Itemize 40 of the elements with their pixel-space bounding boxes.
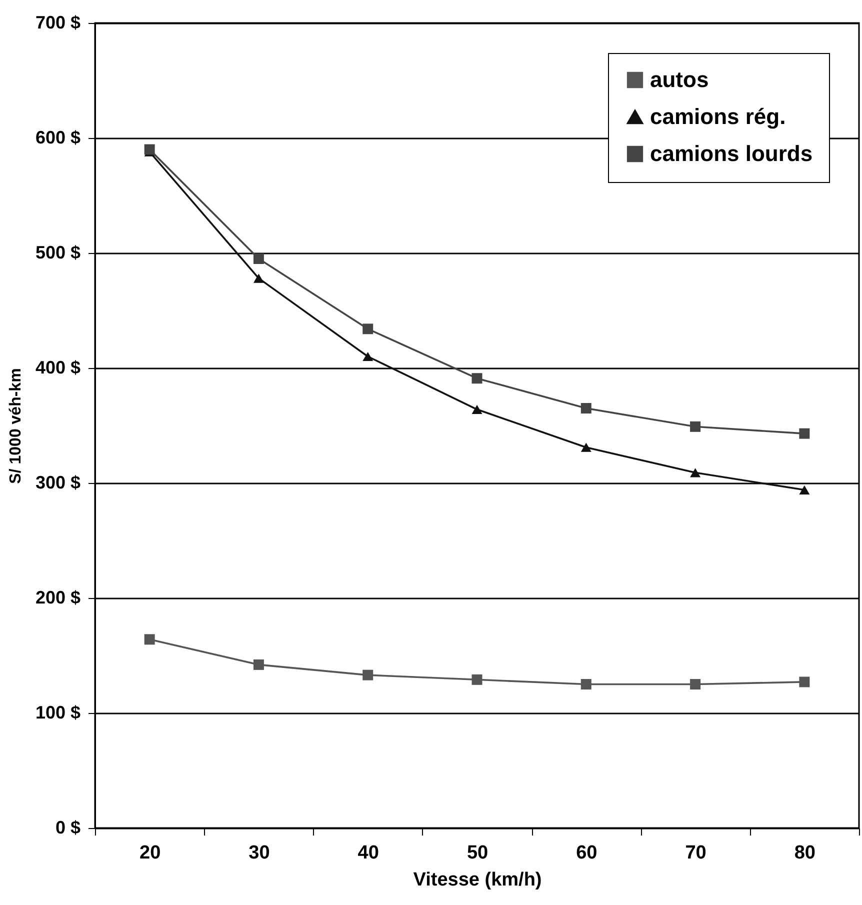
legend-label: camions lourds (650, 141, 813, 166)
y-axis-title: S/ 1000 véh-km (7, 368, 24, 484)
x-tick-label: 20 (140, 842, 161, 864)
point (799, 485, 810, 494)
point (253, 659, 264, 670)
y-tick-label: 0 $ (55, 818, 80, 838)
point (362, 324, 374, 334)
point (690, 421, 701, 432)
y-tick-label: 100 $ (35, 702, 80, 722)
x-tick-label: 60 (576, 842, 598, 864)
x-tick-label: 50 (466, 842, 488, 864)
y-tick-label: 200 $ (35, 588, 80, 608)
y-tick-label: 300 $ (35, 472, 80, 492)
x-tick-label: 30 (248, 842, 270, 864)
point (253, 254, 264, 264)
point (362, 352, 374, 362)
point (144, 634, 155, 645)
point (472, 404, 482, 414)
point (580, 442, 592, 452)
point (472, 373, 482, 384)
point (799, 428, 810, 439)
legend-label: autos (650, 67, 709, 92)
legend-label: camions rég. (650, 104, 786, 129)
point (472, 674, 482, 685)
y-tick-label: 700 $ (35, 12, 80, 32)
y-tick-label: 500 $ (35, 242, 80, 262)
x-tick-label: 40 (358, 842, 379, 864)
point (580, 679, 592, 690)
x-tick-label: 80 (794, 842, 816, 864)
y-tick-label: 400 $ (35, 358, 80, 378)
x-axis-title: Vitesse (km/h) (413, 870, 542, 890)
point (690, 679, 701, 690)
point (144, 144, 155, 155)
point (799, 676, 810, 688)
y-tick-label: 600 $ (35, 128, 80, 148)
point (580, 403, 592, 414)
x-tick-label: 70 (685, 842, 706, 864)
point (253, 274, 264, 283)
point (690, 468, 701, 478)
point (362, 670, 374, 680)
